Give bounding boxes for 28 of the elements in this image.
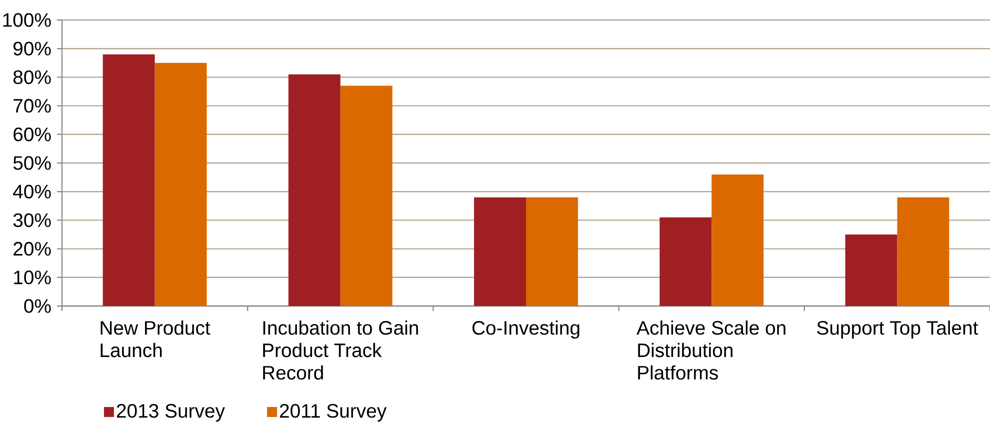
x-tick-label: Support Top Talent xyxy=(817,320,978,339)
y-tick-label: 100% xyxy=(3,13,51,27)
bar xyxy=(526,197,578,306)
y-tick-label: 60% xyxy=(14,128,51,142)
bar xyxy=(845,234,898,306)
bar xyxy=(660,217,712,306)
bar xyxy=(340,86,392,306)
legend-label: 2011 Survey xyxy=(280,404,387,422)
y-tick-label: 30% xyxy=(13,213,51,228)
bar xyxy=(474,197,526,306)
y-tick-label: 0% xyxy=(24,299,51,313)
bar xyxy=(288,74,340,306)
x-tick-label: Incubation to Gain Product Track Record xyxy=(263,320,418,380)
y-tick-label: 40% xyxy=(13,184,51,198)
y-tick-label: 50% xyxy=(13,156,51,170)
legend-label: 2013 Survey xyxy=(116,404,225,422)
x-tick-label: Co-Investing xyxy=(472,320,580,339)
bar xyxy=(154,62,207,306)
bar xyxy=(102,54,155,306)
y-tick-label: 70% xyxy=(14,98,51,113)
y-tick-label: 10% xyxy=(14,270,51,284)
y-tick-label: 90% xyxy=(14,42,51,56)
y-tick-label: 80% xyxy=(13,70,51,84)
y-tick-label: 20% xyxy=(14,242,51,256)
x-tick-label: New Product Launch xyxy=(100,320,210,358)
bar xyxy=(897,197,950,306)
bar xyxy=(712,174,764,306)
x-tick-label: Achieve Scale on Distribution Platforms xyxy=(636,320,786,380)
